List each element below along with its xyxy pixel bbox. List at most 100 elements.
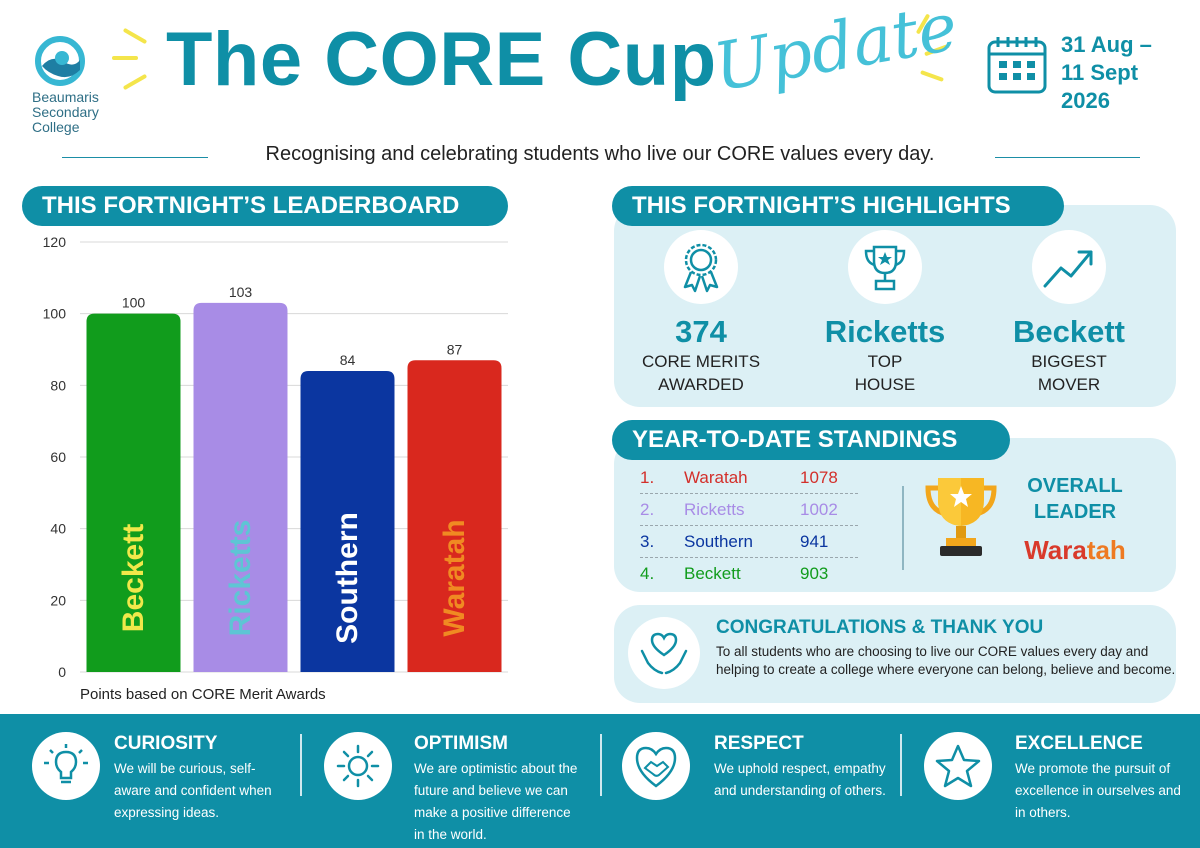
standings-points: 903 (800, 564, 829, 583)
standings-row: 2. Ricketts 1002 (640, 494, 858, 526)
value-text: We are optimistic about the future and b… (414, 761, 578, 842)
sun-icon (324, 732, 392, 800)
value-separator (300, 734, 302, 796)
chart-ytick-label: 20 (50, 592, 66, 608)
highlight-value: Ricketts (824, 314, 946, 349)
chart-data-label: 87 (447, 341, 463, 357)
overall-label-line: OVERALL (1027, 475, 1123, 497)
highlight-biggest-mover: Beckett BIGGEST MOVER (984, 230, 1154, 396)
standings-row: 4. Beckett 903 (640, 558, 858, 590)
subtitle-rule-right (995, 157, 1140, 158)
highlight-label: HOUSE (854, 375, 916, 394)
chart-bar (407, 360, 502, 672)
highlight-label: CORE MERITS (641, 352, 761, 371)
subtitle-rule-left (62, 157, 208, 158)
chart-ytick-label: 0 (58, 664, 66, 680)
overall-label-line: LEADER (1033, 501, 1117, 523)
value-text: We will be curious, self-aware and confi… (114, 761, 272, 820)
value-title: CURIOSITY (114, 733, 218, 754)
chart-bar (193, 302, 288, 672)
date-line: 31 Aug – (1061, 32, 1152, 57)
highlight-label: TOP (867, 352, 903, 371)
standings-rank: 2. (640, 500, 655, 519)
logo-line: College (32, 119, 80, 135)
value-title: EXCELLENCE (1015, 733, 1143, 754)
date-line: 2026 (1061, 88, 1110, 113)
leaderboard-heading: THIS FORTNIGHT’S LEADERBOARD (22, 186, 508, 226)
standings-rank: 1. (640, 468, 655, 487)
page-title-script: Update (708, 0, 964, 107)
chart-note: Points based on CORE Merit Awards (80, 686, 326, 703)
chart-ytick-label: 100 (43, 306, 67, 322)
award-ribbon-icon (664, 230, 738, 304)
standings-row: 3. Southern 941 (640, 526, 858, 558)
handshake-heart-icon (622, 732, 690, 800)
lightbulb-icon (32, 732, 100, 800)
chart-category-label: Waratah (438, 519, 471, 636)
standings-rank: 4. (640, 564, 655, 583)
values-footer: CURIOSITY We will be curious, self-aware… (0, 714, 1200, 848)
chart-category-label: Southern (331, 512, 364, 644)
star-icon (924, 732, 992, 800)
standings-rank: 3. (640, 532, 655, 551)
highlight-value: 374 (675, 314, 727, 349)
highlights-heading: THIS FORTNIGHT’S HIGHLIGHTS (612, 186, 1064, 226)
subtitle-text: Recognising and celebrating students who… (257, 143, 943, 165)
highlight-value: Beckett (1013, 314, 1125, 349)
chart-ytick-label: 120 (43, 234, 67, 250)
chart-category-label: Beckett (117, 524, 150, 632)
logo-line: Secondary (32, 104, 99, 120)
standings-divider (902, 486, 904, 570)
value-title: RESPECT (714, 733, 804, 754)
heart-hands-icon (628, 617, 700, 689)
chart-category-label: Ricketts (224, 520, 257, 637)
gold-trophy-icon (925, 478, 997, 556)
standings-points: 1002 (800, 500, 838, 519)
logo-line: Beaumaris (32, 89, 99, 105)
highlight-label: MOVER (1037, 375, 1101, 394)
congrats-title: CONGRATULATIONS & THANK YOU (716, 617, 1044, 638)
chart-bar (86, 313, 181, 672)
college-wave-icon (35, 36, 85, 86)
standings-panel (614, 438, 1176, 592)
overall-leader-label: OVERALL LEADER (1000, 473, 1150, 525)
chart-data-label: 100 (122, 295, 146, 311)
page-title: The CORE Cup (166, 17, 717, 102)
value-separator (600, 734, 602, 796)
chart-ytick-label: 80 (50, 377, 66, 393)
standings-house: Southern (684, 532, 753, 551)
chart-data-label: 103 (229, 284, 253, 300)
overall-leader-name-part: tah (1086, 535, 1126, 565)
overall-leader-name-part: Wara (1024, 535, 1087, 565)
leaderboard-chart-svg: 0 20 40 60 80 100 120 100 Beckett 103 Ricketts 84 So… (43, 234, 508, 680)
standings-points: 1078 (800, 468, 838, 487)
standings-heading: YEAR-TO-DATE STANDINGS (612, 420, 1010, 460)
date-range: 31 Aug – 11 Sept 2026 (1061, 31, 1152, 115)
calendar-icon (987, 37, 1047, 94)
standings-house: Ricketts (684, 500, 745, 519)
value-text: We promote the pursuit of excellence in … (1015, 761, 1181, 820)
chart-ytick-label: 60 (50, 449, 66, 465)
highlight-label: AWARDED (658, 375, 744, 394)
leaderboard-chart: 0 20 40 60 80 100 120 100 Beckett 103 Ricketts 84 So… (28, 232, 528, 712)
value-separator (900, 734, 902, 796)
overall-leader-name: Waratah (1000, 535, 1150, 566)
highlight-merits: 374 CORE MERITS AWARDED (616, 230, 786, 396)
standings-row: 1. Waratah 1078 (640, 462, 858, 494)
highlight-top-house: Ricketts TOP HOUSE (800, 230, 970, 396)
value-text: We uphold respect, empathy and understan… (714, 761, 886, 798)
trophy-icon (848, 230, 922, 304)
chart-bar (300, 371, 395, 672)
standings-house: Beckett (684, 564, 741, 583)
subtitle: Recognising and celebrating students who… (0, 143, 1200, 166)
congrats-text: To all students who are choosing to live… (716, 644, 1176, 677)
trend-up-icon (1032, 230, 1106, 304)
chart-data-label: 84 (340, 352, 356, 368)
standings-house: Waratah (684, 468, 748, 487)
standings-points: 941 (800, 532, 829, 551)
highlight-label: BIGGEST (1031, 352, 1107, 371)
congrats-panel (614, 605, 1176, 703)
value-title: OPTIMISM (414, 733, 508, 754)
date-line: 11 Sept (1061, 60, 1139, 85)
college-logo: Beaumaris Secondary College (32, 36, 142, 135)
